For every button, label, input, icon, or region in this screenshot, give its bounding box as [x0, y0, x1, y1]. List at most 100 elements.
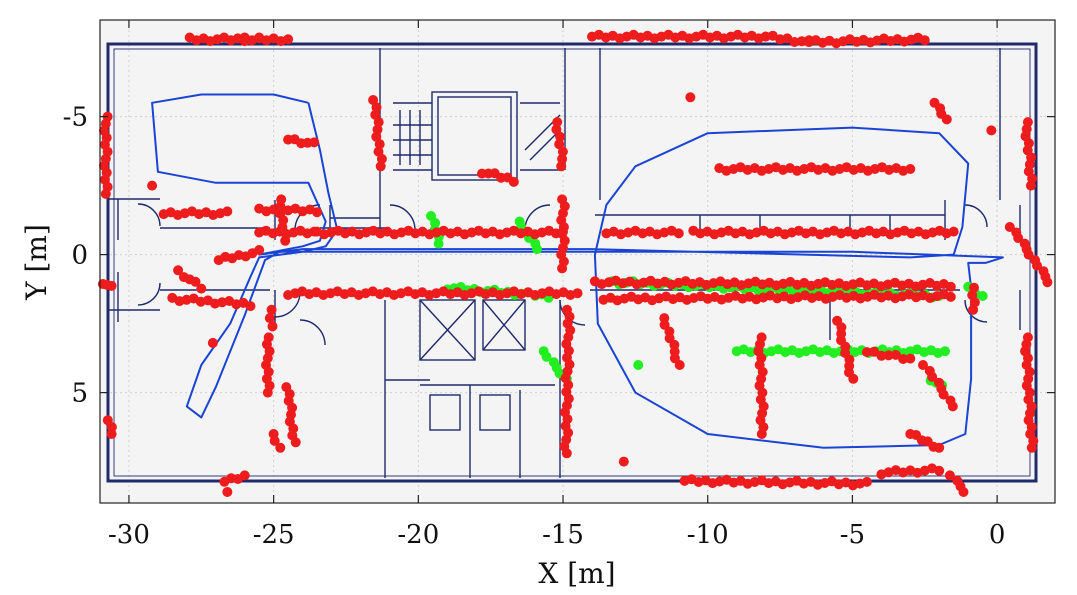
red-point: [374, 139, 385, 150]
red-point: [283, 34, 294, 45]
plot-area-background: [100, 20, 1055, 503]
red-point: [1032, 260, 1042, 271]
red-point: [944, 470, 955, 481]
red-point: [968, 304, 979, 315]
x-tick-label: -30: [108, 520, 150, 550]
red-point: [222, 486, 233, 497]
x-tick-label: -10: [687, 520, 729, 550]
red-point: [572, 288, 583, 299]
trajectory-layer: [151, 93, 1004, 449]
red-point: [898, 354, 909, 364]
red-point: [557, 153, 568, 164]
red-point: [312, 207, 322, 218]
y-tick-label: 5: [71, 379, 88, 409]
red-point: [1025, 180, 1036, 191]
red-point: [552, 117, 563, 128]
red-point: [618, 456, 629, 467]
red-point: [756, 429, 767, 439]
red-point: [262, 387, 273, 398]
x-tick-label: 0: [989, 520, 1006, 550]
red-point: [196, 283, 207, 294]
green-point: [532, 244, 542, 255]
y-axis-label: Y [m]: [20, 224, 53, 301]
red-point: [883, 350, 894, 361]
red-point: [1026, 442, 1037, 453]
plot-frame: [99, 19, 1056, 504]
red-point: [674, 360, 685, 370]
red-point: [934, 465, 945, 476]
red-point: [876, 350, 887, 361]
red-point: [275, 442, 286, 453]
red-point: [207, 337, 218, 348]
red-point: [269, 435, 280, 446]
red-point: [561, 448, 572, 459]
red-point: [557, 146, 568, 157]
red-point: [373, 117, 384, 128]
red-point: [508, 176, 519, 187]
x-tick-label: -5: [840, 520, 865, 550]
x-axis-label: X [m]: [538, 557, 615, 590]
red-point: [147, 180, 158, 191]
red-point: [376, 153, 387, 164]
red-point: [558, 226, 568, 237]
y-tick-label: -5: [63, 103, 88, 133]
red-point: [371, 102, 382, 113]
red-point: [557, 263, 568, 274]
red-point: [190, 276, 201, 287]
red-point: [986, 125, 997, 136]
red-point: [941, 114, 952, 125]
red-point: [100, 188, 111, 199]
red-point: [106, 280, 117, 291]
red-point: [375, 161, 386, 172]
red-point: [309, 137, 320, 148]
green-point: [433, 238, 444, 249]
red-point: [861, 476, 872, 487]
red-point: [927, 371, 938, 382]
floor-plan-drawing: [106, 42, 1038, 483]
green-point: [977, 291, 988, 301]
red-point: [938, 389, 949, 400]
red-point: [905, 353, 916, 364]
red-point: [173, 265, 184, 276]
red-point: [934, 442, 945, 453]
red-point: [869, 346, 880, 357]
red-point: [861, 347, 872, 358]
red-point: [254, 245, 265, 255]
green-point: [940, 346, 950, 357]
x-tick-label: -25: [253, 520, 295, 550]
red-point: [947, 401, 958, 412]
trajectory-line: [151, 93, 1004, 449]
red-point: [554, 139, 565, 150]
red-point: [919, 35, 930, 46]
red-point: [673, 228, 684, 239]
x-tick-label: -20: [397, 520, 439, 550]
red-point: [555, 131, 566, 142]
red-point: [948, 226, 959, 237]
red-point: [280, 235, 291, 246]
red-point: [222, 206, 233, 217]
red-point: [264, 313, 275, 324]
red-point: [290, 437, 301, 448]
red-point: [1013, 233, 1024, 243]
red-point: [685, 92, 696, 103]
red-point: [848, 373, 859, 384]
red-point: [106, 429, 117, 439]
red-point: [918, 360, 928, 370]
red-point: [945, 281, 956, 292]
red-points-layer: [97, 29, 1053, 497]
red-point: [945, 291, 956, 302]
x-tick-label: -15: [542, 520, 584, 550]
red-point: [890, 349, 901, 360]
red-point: [267, 321, 278, 332]
y-tick-label: 0: [71, 241, 88, 271]
red-point: [239, 470, 250, 481]
red-point: [266, 304, 277, 315]
red-point: [905, 164, 916, 174]
red-point: [1042, 277, 1053, 288]
red-point: [245, 301, 256, 312]
axis-ticks: -30 -25 -20 -15 -10 -5 0 -5 0 5: [63, 20, 1055, 550]
red-point: [789, 37, 800, 47]
green-point: [633, 360, 644, 370]
red-point: [958, 487, 969, 497]
